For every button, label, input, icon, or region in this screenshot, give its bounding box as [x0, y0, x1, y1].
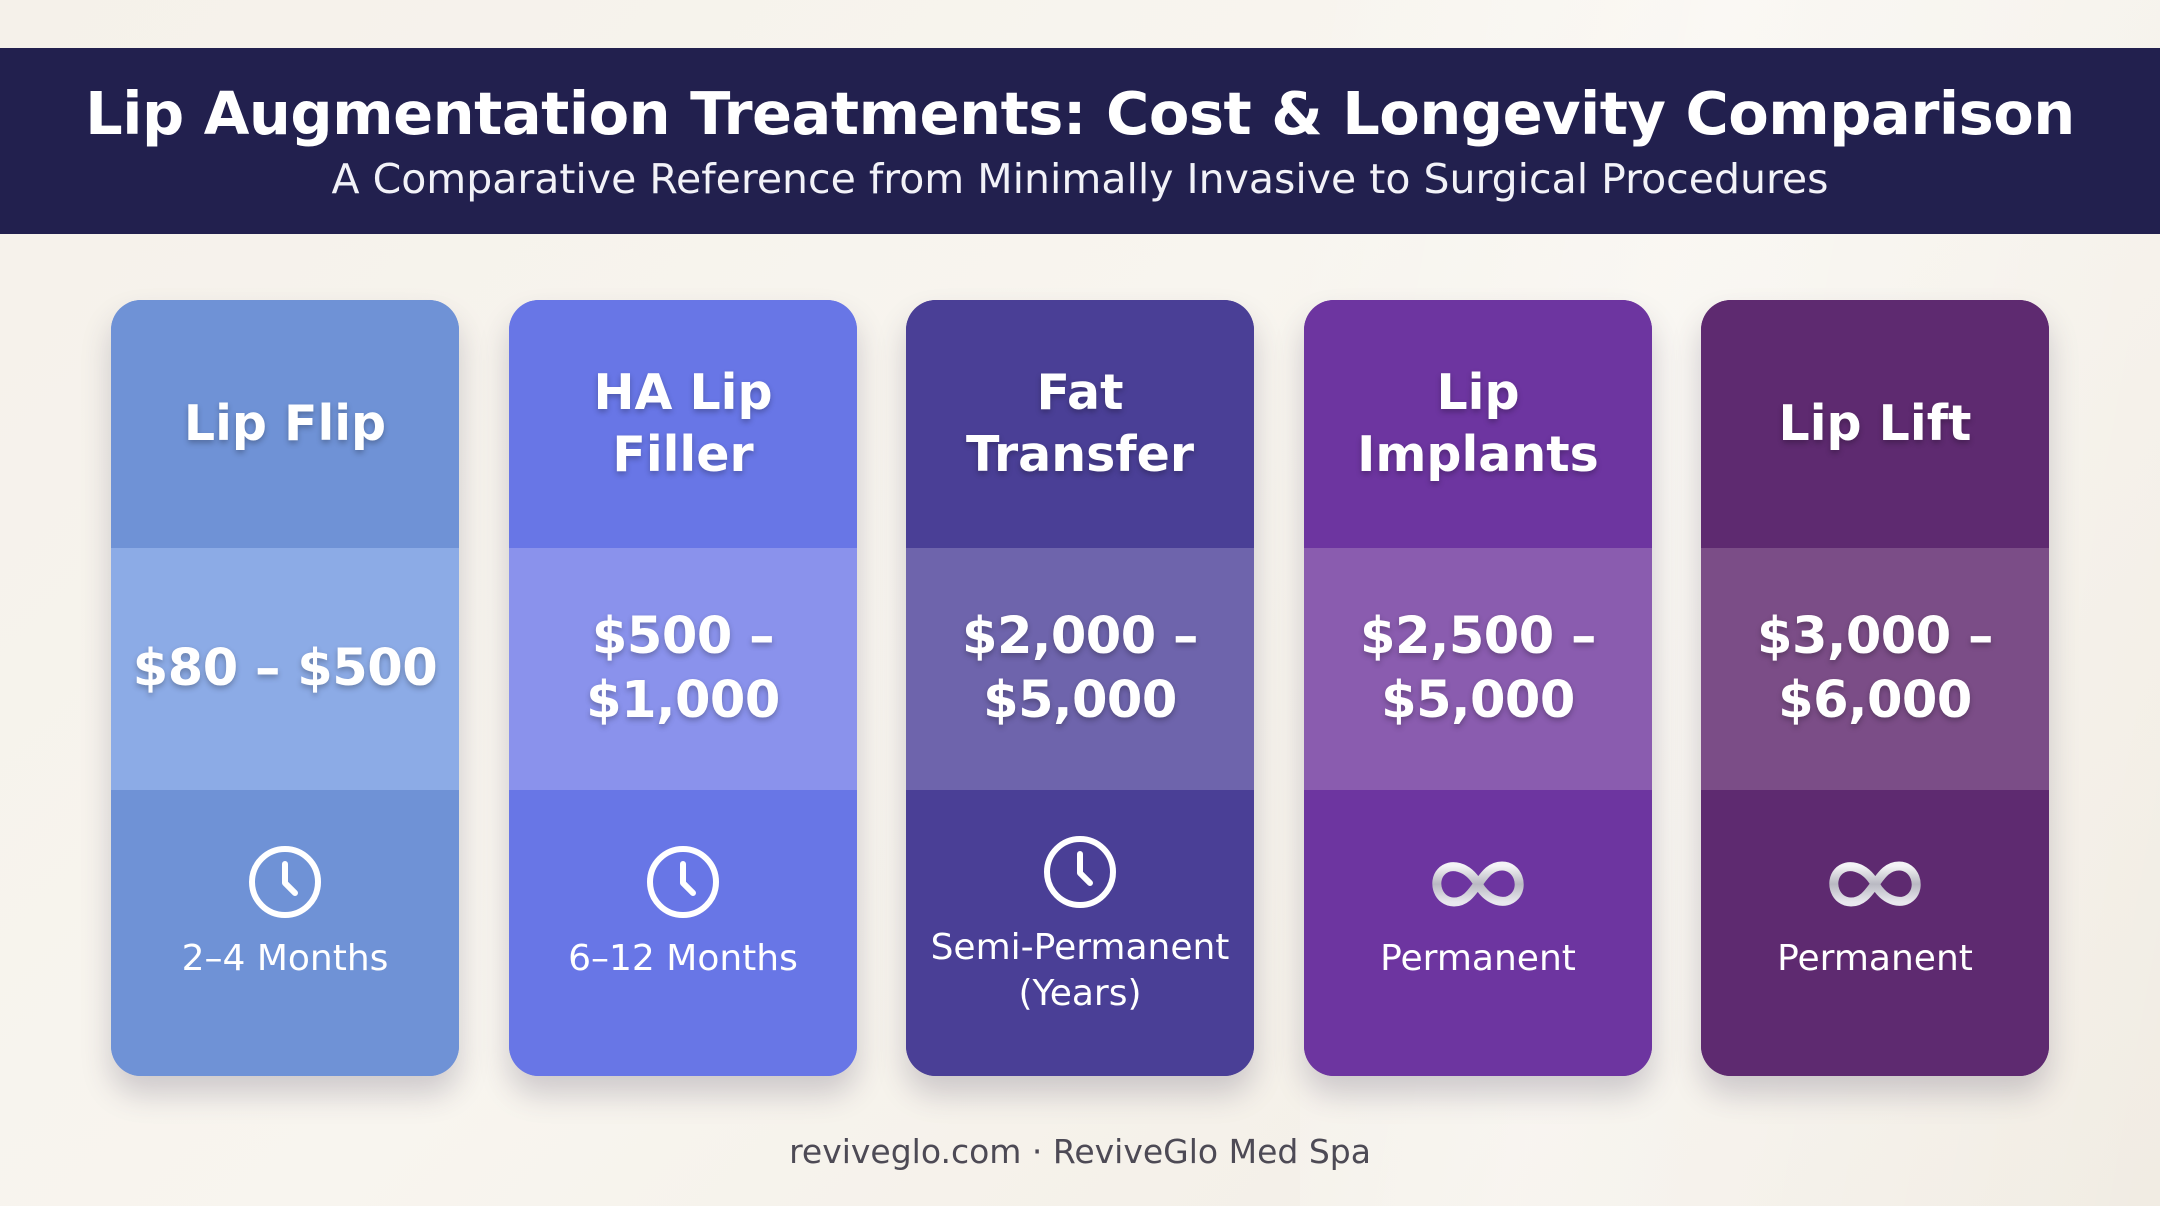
treatment-duration: Permanent	[1777, 938, 1973, 979]
card-duration-section: 2–4 Months	[111, 790, 459, 1076]
treatment-price: $3,000 – $6,000	[1756, 607, 1994, 730]
treatment-name: Lip Lift	[1778, 395, 1972, 452]
treatment-duration: 6–12 Months	[568, 938, 798, 979]
card-duration-section: 6–12 Months	[509, 790, 857, 1076]
card-header: HA Lip Filler	[509, 300, 857, 548]
clock-icon	[645, 844, 721, 920]
card-header: Fat Transfer	[906, 300, 1254, 548]
treatment-duration: Semi-Permanent (Years)	[930, 927, 1230, 1014]
footer-credit: reviveglo.com · ReviveGlo Med Spa	[789, 1132, 1371, 1171]
card-duration-section: Permanent	[1304, 790, 1652, 1076]
treatment-name: Fat Transfer	[965, 364, 1195, 483]
infinity-icon	[1823, 854, 1927, 914]
card-duration-section: Permanent	[1701, 790, 2049, 1076]
card-price-band: $500 – $1,000	[509, 548, 857, 790]
card-price-band: $3,000 – $6,000	[1701, 548, 2049, 790]
treatment-price: $500 – $1,000	[586, 607, 780, 730]
card-duration-section: Semi-Permanent (Years)	[906, 790, 1254, 1076]
treatment-name: HA Lip Filler	[593, 364, 773, 483]
clock-icon	[247, 844, 323, 920]
treatment-card-ha-lip-filler: HA Lip Filler $500 – $1,000 6–12 Months	[509, 300, 857, 1076]
treatment-name: Lip Flip	[183, 395, 387, 452]
clock-icon	[1042, 834, 1118, 910]
treatment-price: $2,000 – $5,000	[961, 607, 1199, 730]
card-header: Lip Flip	[111, 300, 459, 548]
treatment-card-lip-implants: Lip Implants $2,500 – $5,000 Per	[1304, 300, 1652, 1076]
page-title: Lip Augmentation Treatments: Cost & Long…	[85, 79, 2075, 148]
treatment-cards: Lip Flip $80 – $500 2–4 Months HA Lip Fi…	[0, 300, 2160, 1076]
treatment-card-lip-flip: Lip Flip $80 – $500 2–4 Months	[111, 300, 459, 1076]
card-price-band: $2,000 – $5,000	[906, 548, 1254, 790]
card-price-band: $80 – $500	[111, 548, 459, 790]
title-banner: Lip Augmentation Treatments: Cost & Long…	[0, 48, 2160, 234]
infinity-icon	[1426, 854, 1530, 914]
treatment-duration: 2–4 Months	[181, 938, 389, 979]
treatment-price: $2,500 – $5,000	[1359, 607, 1597, 730]
treatment-duration: Permanent	[1380, 938, 1576, 979]
card-header: Lip Lift	[1701, 300, 2049, 548]
page-subtitle: A Comparative Reference from Minimally I…	[331, 155, 1829, 203]
treatment-price: $80 – $500	[132, 639, 438, 698]
card-header: Lip Implants	[1304, 300, 1652, 548]
treatment-card-lip-lift: Lip Lift $3,000 – $6,000 Permane	[1701, 300, 2049, 1076]
card-price-band: $2,500 – $5,000	[1304, 548, 1652, 790]
treatment-name: Lip Implants	[1357, 364, 1599, 483]
treatment-card-fat-transfer: Fat Transfer $2,000 – $5,000 Semi-Perman…	[906, 300, 1254, 1076]
